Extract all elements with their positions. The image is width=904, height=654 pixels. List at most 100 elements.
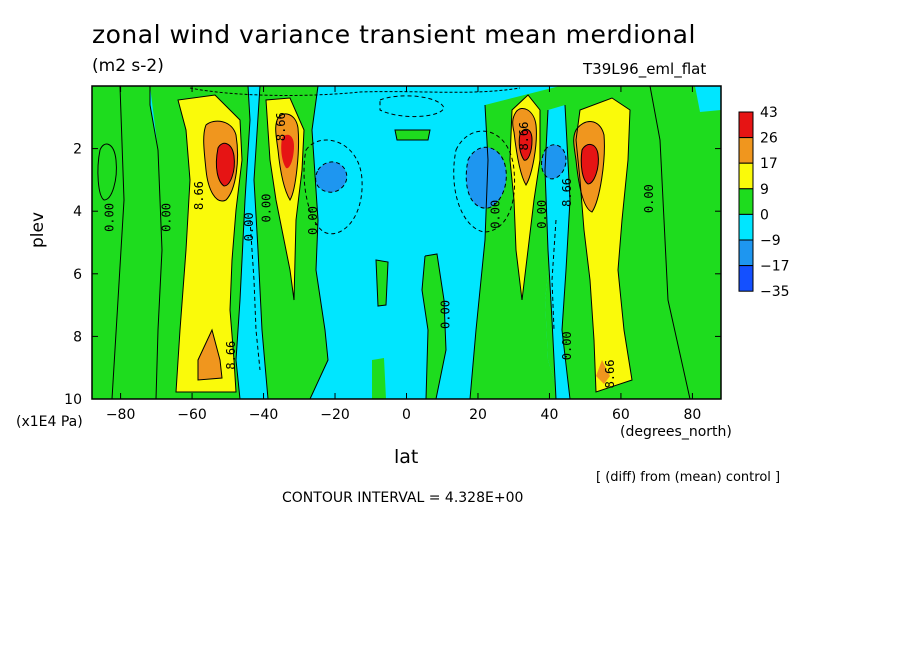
contour-lines <box>97 86 691 399</box>
contour-line <box>561 104 571 399</box>
fill-green-eq-small <box>376 260 388 306</box>
y-axis-label: plev <box>28 211 48 248</box>
fill-cyan-nh-right <box>695 86 721 112</box>
contour-line <box>518 128 533 161</box>
x-tick-label: 20 <box>469 407 487 423</box>
colorbar-swatch <box>738 188 754 215</box>
contour-label: 8.66 <box>274 112 288 141</box>
fill-green-top-island <box>395 130 430 140</box>
fill-green-sh-outer <box>92 86 162 399</box>
contour-line <box>421 255 429 399</box>
x-tick-label: −40 <box>249 407 279 423</box>
colorbar-label: 0 <box>760 207 769 223</box>
contour-line <box>275 113 299 201</box>
contour-interval: CONTOUR INTERVAL = 4.328E+00 <box>282 490 524 506</box>
fill-blue-sh <box>315 161 347 193</box>
colorbar-swatch <box>738 239 754 267</box>
y-tick-label: 8 <box>73 329 82 345</box>
contour-line <box>149 86 163 399</box>
fill-orange-sh-bottom <box>198 330 222 380</box>
colorbar: 43 26 17 9 0 −9 −17 −35 <box>738 105 790 300</box>
colorbar-label: −9 <box>760 233 781 249</box>
contour-line <box>544 109 557 399</box>
contour-label: 8.66 <box>224 341 238 370</box>
x-units: (degrees_north) <box>620 424 732 440</box>
colorbar-label: 26 <box>760 131 778 147</box>
x-tick-label: 0 <box>402 407 411 423</box>
contour-label: 0.00 <box>438 300 452 329</box>
contour-label: 8.66 <box>517 122 531 151</box>
contour-line <box>203 120 239 202</box>
fill-orange-nh-bottom <box>596 360 610 384</box>
y-tick-label: 2 <box>73 142 82 158</box>
chart-title: zonal wind variance transient mean merdi… <box>92 20 696 49</box>
y-units: (x1E4 Pa) <box>16 414 83 430</box>
fill-red-nh-mid <box>519 129 532 161</box>
y-tick-label: 10 <box>64 392 82 408</box>
contour-line <box>175 94 243 393</box>
contour-line-dashed <box>465 146 507 209</box>
contour-line <box>394 129 431 141</box>
contour-line <box>424 253 447 399</box>
x-tick-label: 40 <box>541 407 559 423</box>
colorbar-label: −17 <box>760 259 790 275</box>
x-tick-label: 80 <box>683 407 701 423</box>
contour-line-dashed <box>315 161 348 193</box>
contour-line <box>580 144 599 185</box>
x-axis-label: lat <box>394 446 419 468</box>
dataset-label: T39L96_eml_flat <box>583 60 707 78</box>
contour-line <box>111 86 125 399</box>
contour-label: 0.00 <box>306 206 320 235</box>
contour-line <box>573 121 605 213</box>
colorbar-label: 17 <box>760 156 778 172</box>
contour-labels: 0.00 0.00 8.66 0.00 0.00 0.00 8.66 8.66 0.00 0.00… <box>102 112 656 388</box>
contour-line <box>469 104 489 399</box>
contour-line <box>197 328 223 381</box>
contour-line <box>253 86 269 399</box>
contour-label: 0.00 <box>488 200 502 229</box>
x-tick-label: −80 <box>106 407 136 423</box>
contour-label: 0.00 <box>560 331 574 360</box>
fill-blue-nh-2 <box>541 144 566 179</box>
contour-line <box>649 86 691 399</box>
contour-line <box>509 94 541 301</box>
contour-line-dashed <box>453 130 516 233</box>
x-tick-label: 60 <box>612 407 630 423</box>
fill-green-eq <box>422 254 446 399</box>
contour-label: 0.00 <box>260 194 274 223</box>
contour-label: 0.00 <box>535 200 549 229</box>
colorbar-swatch <box>738 111 754 139</box>
chart-units: (m2 s-2) <box>92 56 164 76</box>
contour-line <box>215 142 235 187</box>
colorbar-swatch <box>738 162 754 190</box>
contour-label: 0.00 <box>102 203 116 232</box>
contour-line-dashed <box>249 219 261 371</box>
fill-green-eq-bottom <box>372 358 386 399</box>
colorbar-label: 9 <box>760 182 769 198</box>
contour-label: 8.66 <box>192 181 206 210</box>
contour-label: 8.66 <box>603 360 617 389</box>
y-tick-label: 6 <box>73 267 82 283</box>
filled-contours <box>92 86 721 399</box>
contour-line <box>512 108 537 186</box>
contour-line <box>97 143 117 201</box>
fill-red-sh-jet <box>216 143 235 186</box>
y-tick-label: 4 <box>73 204 82 220</box>
x-tick-label: −60 <box>177 407 207 423</box>
colorbar-label: 43 <box>760 105 778 121</box>
contour-line-dashed <box>379 95 445 118</box>
contour-line-dashed <box>189 87 521 96</box>
diff-note: [ (diff) from (mean) control ] <box>596 470 781 485</box>
fill-red-nh-jet <box>581 144 599 184</box>
contour-label: 8.66 <box>560 178 574 207</box>
contour-line <box>235 86 251 399</box>
contour-line <box>309 86 329 399</box>
contour-line <box>575 97 633 393</box>
colorbar-swatch <box>738 213 754 241</box>
colorbar-label: −35 <box>760 284 790 300</box>
contour-line <box>375 259 389 307</box>
contour-label: 0.00 <box>242 212 256 241</box>
contour-label: 0.00 <box>160 203 174 232</box>
axis-ticks: −80 −60 −40 −20 0 20 40 60 80 2 4 6 8 10 <box>64 86 721 423</box>
